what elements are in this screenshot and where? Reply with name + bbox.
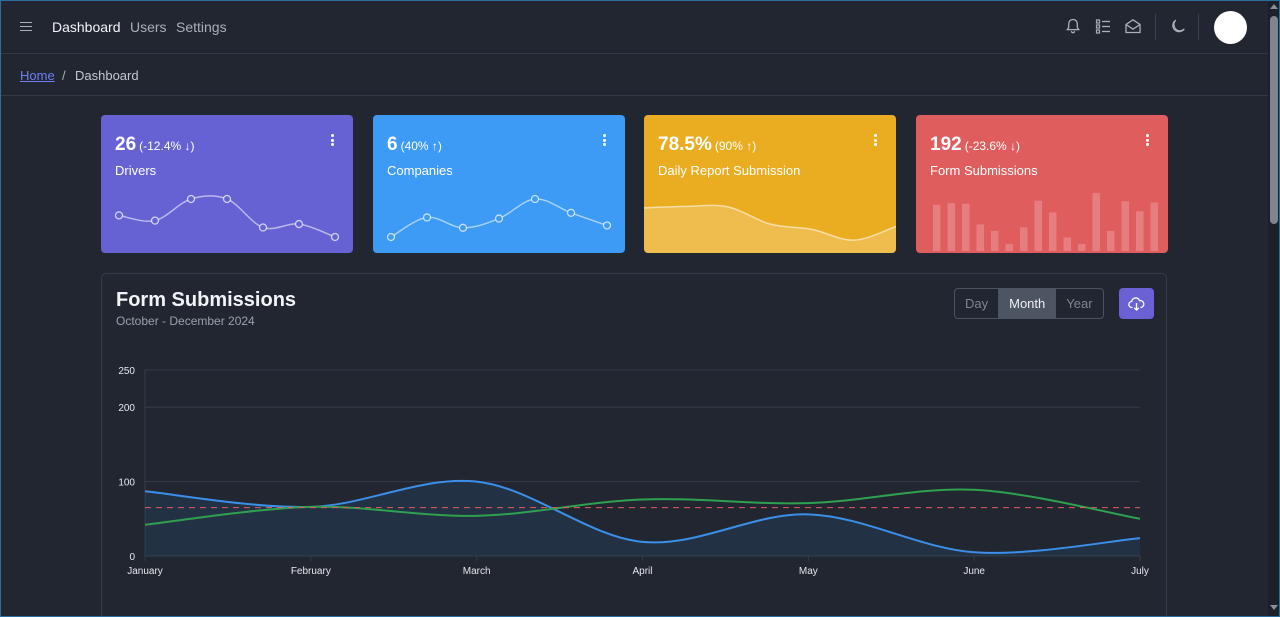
sparkline-point: [566, 208, 576, 217]
period-year-button[interactable]: Year: [1055, 289, 1102, 318]
bar-mark: [962, 203, 970, 251]
x-tick-label: July: [1131, 566, 1149, 577]
area-fill: [644, 205, 896, 253]
x-tick-label: March: [463, 566, 491, 577]
breadcrumb-home-link[interactable]: Home: [20, 68, 55, 83]
bar-mark: [933, 204, 941, 251]
widget-label: Form Submissions: [930, 163, 1038, 178]
widget-value: 192 (-23.6% ↓): [930, 134, 1021, 155]
sparkline-point: [458, 223, 468, 232]
sparkline-point: [186, 194, 196, 204]
x-tick-label: April: [632, 566, 652, 577]
list-icon[interactable]: [1094, 17, 1112, 35]
widget-delta: (40% ↑): [400, 139, 442, 153]
sparkline-point: [258, 223, 268, 232]
chart-subtitle: October - December 2024: [116, 314, 255, 328]
sparkline-point: [494, 214, 504, 223]
avatar[interactable]: [1214, 11, 1247, 44]
top-navbar: Dashboard Users Settings: [0, 0, 1268, 54]
widget-value: 78.5% (90% ↑): [658, 134, 757, 155]
sparkline-point: [602, 221, 612, 230]
widget-bar-chart: [933, 193, 1159, 251]
page-scrollbar[interactable]: [1268, 0, 1280, 617]
sparkline-point: [530, 194, 540, 204]
y-tick-label: 250: [118, 366, 135, 377]
bar-mark: [1063, 237, 1072, 251]
bar-mark: [1121, 201, 1130, 251]
widget-card-daily-report: 78.5% (90% ↑) Daily Report Submission: [644, 115, 896, 253]
sparkline-point: [294, 219, 304, 229]
sparkline-point: [386, 232, 396, 242]
widget-value: 26 (-12.4% ↓): [115, 134, 195, 155]
series-area-fill: [145, 480, 1140, 556]
sparkline-point: [222, 194, 232, 204]
breadcrumb: Home / Dashboard: [0, 55, 1268, 96]
menu-toggle-icon[interactable]: [20, 19, 34, 33]
widget-value: 6 (40% ↑): [387, 134, 442, 155]
nav-link-dashboard[interactable]: Dashboard: [52, 19, 121, 35]
x-tick-label: January: [127, 566, 163, 577]
widget-label: Companies: [387, 163, 453, 178]
bell-icon[interactable]: [1064, 17, 1082, 35]
widget-sparkline: [114, 194, 340, 242]
nav-link-users[interactable]: Users: [130, 19, 167, 35]
breadcrumb-separator: /: [62, 68, 66, 83]
period-month-button[interactable]: Month: [998, 289, 1056, 318]
series-line-1: [144, 488, 1141, 526]
bar-mark: [1049, 212, 1057, 251]
bar-mark: [976, 224, 985, 251]
envelope-open-icon[interactable]: [1124, 17, 1142, 35]
widget-label: Daily Report Submission: [658, 163, 801, 178]
x-tick-label: May: [799, 566, 818, 577]
y-tick-label: 0: [129, 552, 135, 563]
breadcrumb-current: Dashboard: [75, 68, 139, 83]
moon-icon[interactable]: [1169, 17, 1187, 35]
x-tick-label: June: [963, 566, 985, 577]
widget-card-companies: 6 (40% ↑) Companies: [373, 115, 625, 253]
widget-sparkline: [386, 194, 612, 242]
chart-title: Form Submissions: [116, 289, 297, 311]
period-day-button[interactable]: Day: [965, 296, 989, 311]
sparkline-point: [114, 211, 124, 220]
bar-mark: [1136, 211, 1144, 251]
x-tick-label: February: [291, 566, 331, 577]
bar-mark: [1005, 243, 1014, 251]
sparkline-point: [150, 216, 160, 225]
header-divider: [1155, 14, 1156, 40]
widget-area-chart: [644, 204, 896, 253]
scroll-up-arrow-icon[interactable]: [1270, 4, 1278, 9]
kebab-menu-icon[interactable]: [601, 134, 607, 148]
widget-card-form-submissions: 192 (-23.6% ↓) Form Submissions: [916, 115, 1168, 253]
form-submissions-chart-card: 0 100 200 250 January February March April May Ju…: [101, 273, 1167, 617]
bar-mark: [1078, 243, 1086, 251]
kebab-menu-icon[interactable]: [872, 134, 878, 148]
scrollbar-thumb[interactable]: [1270, 16, 1278, 224]
y-tick-label: 200: [118, 403, 135, 414]
bar-mark: [1150, 202, 1159, 251]
bar-mark: [1092, 193, 1101, 251]
widget-label: Drivers: [115, 163, 157, 178]
sparkline-point: [330, 232, 340, 242]
kebab-menu-icon[interactable]: [329, 134, 335, 148]
widget-delta: (-23.6% ↓): [964, 139, 1021, 153]
period-toggle: Day Month Year: [954, 288, 1104, 319]
widget-delta: (-12.4% ↓): [139, 139, 195, 153]
sparkline-point: [422, 213, 432, 222]
scroll-down-arrow-icon[interactable]: [1270, 605, 1278, 610]
download-button[interactable]: [1119, 288, 1154, 319]
line-chart: 0 100 200 250 January February March April May Ju…: [118, 366, 1149, 577]
bar-mark: [991, 230, 999, 251]
bar-mark: [1107, 230, 1115, 251]
bar-mark: [1034, 200, 1043, 251]
area-series-line: [644, 204, 896, 241]
nav-link-settings[interactable]: Settings: [176, 19, 227, 35]
bar-mark: [1020, 227, 1028, 251]
widget-delta: (90% ↑): [714, 139, 757, 153]
widget-card-drivers: 26 (-12.4% ↓) Drivers: [101, 115, 353, 253]
bar-mark: [947, 203, 956, 251]
header-divider: [1198, 14, 1199, 40]
y-tick-label: 100: [118, 478, 135, 489]
cloud-download-icon: [1128, 297, 1145, 312]
kebab-menu-icon[interactable]: [1144, 134, 1150, 148]
